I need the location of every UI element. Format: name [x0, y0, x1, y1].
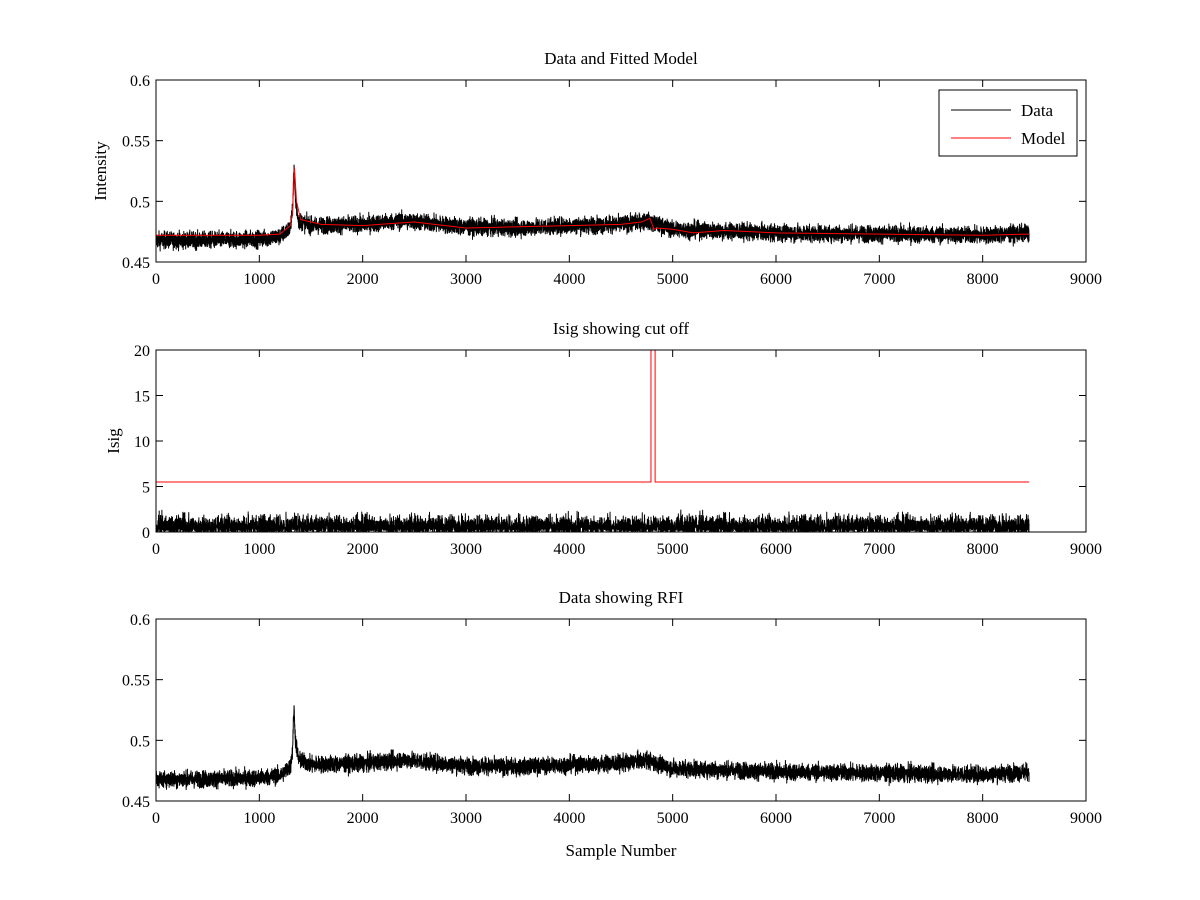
y-tick-label: 0.55 [122, 673, 150, 690]
plot-area [156, 164, 1030, 252]
y-tick-label: 0 [142, 525, 150, 542]
y-tick-label: 0.45 [122, 255, 150, 272]
x-tick-label: 9000 [1070, 541, 1102, 558]
legend-box [938, 89, 1078, 157]
y-tick-label: 0.6 [130, 73, 150, 90]
x-tick-label: 4000 [553, 541, 585, 558]
plot-area [156, 705, 1030, 791]
x-tick-label: 9000 [1070, 810, 1102, 827]
x-tick-label: 5000 [657, 541, 689, 558]
x-tick-label: 4000 [553, 271, 585, 288]
x-tick-label: 5000 [657, 271, 689, 288]
x-tick-label: 7000 [863, 810, 895, 827]
panel-3: 0 1000 2000 3000 4000 5000 6000 7000 8000 9000 0.4… [122, 588, 1102, 860]
x-tick-label: 1000 [243, 271, 275, 288]
x-axis-label: Sample Number [566, 841, 677, 860]
x-tick-label: 6000 [760, 810, 792, 827]
x-tick-label: 3000 [450, 810, 482, 827]
x-tick-label: 3000 [450, 271, 482, 288]
x-tick-label: 6000 [760, 541, 792, 558]
x-tick-label: 0 [152, 810, 160, 827]
x-tick-label: 8000 [967, 271, 999, 288]
y-tick-label: 0.5 [130, 733, 150, 750]
x-tick-label: 1000 [243, 810, 275, 827]
x-tick-label: 6000 [760, 271, 792, 288]
chart-title: Data and Fitted Model [544, 49, 698, 68]
legend: Data Model [938, 89, 1078, 157]
series-1-line [156, 509, 1030, 532]
y-tick-label: 15 [134, 389, 150, 406]
x-tick-label: 5000 [657, 810, 689, 827]
x-tick-label: 2000 [347, 810, 379, 827]
x-tick-label: 2000 [347, 271, 379, 288]
series-2-line [156, 350, 1030, 483]
legend-label-model: Model [1021, 129, 1066, 148]
y-tick-label: 5 [142, 480, 150, 497]
panel-1: 0 1000 2000 3000 4000 5000 6000 7000 8000 9000 0.4… [91, 49, 1102, 288]
x-tick-label: 1000 [243, 541, 275, 558]
axes-box [155, 618, 1087, 802]
axes-box [155, 79, 1087, 263]
x-tick-label: 4000 [553, 810, 585, 827]
x-tick-label: 7000 [863, 271, 895, 288]
x-tick-label: 8000 [967, 541, 999, 558]
x-tick-label: 0 [152, 541, 160, 558]
y-tick-label: 0.55 [122, 134, 150, 151]
y-axis-label: Intensity [91, 141, 110, 201]
series-1-line [156, 705, 1030, 791]
chart-title: Isig showing cut off [553, 319, 689, 338]
y-tick-label: 20 [134, 343, 150, 360]
x-tick-label: 9000 [1070, 271, 1102, 288]
x-tick-label: 7000 [863, 541, 895, 558]
y-tick-label: 0.45 [122, 794, 150, 811]
x-tick-label: 0 [152, 271, 160, 288]
chart-title: Data showing RFI [559, 588, 684, 607]
y-axis-label: Isig [104, 428, 123, 454]
series-model-line [156, 166, 1030, 236]
y-tick-label: 0.5 [130, 194, 150, 211]
y-tick-label: 10 [134, 434, 150, 451]
x-tick-label: 8000 [967, 810, 999, 827]
x-tick-label: 3000 [450, 541, 482, 558]
y-tick-label: 0.6 [130, 612, 150, 629]
x-tick-label: 2000 [347, 541, 379, 558]
plot-area [156, 350, 1030, 532]
legend-label-data: Data [1021, 101, 1054, 120]
panel-2: 0 1000 2000 3000 4000 5000 6000 7000 8000 9000 0 5 1… [104, 319, 1102, 558]
